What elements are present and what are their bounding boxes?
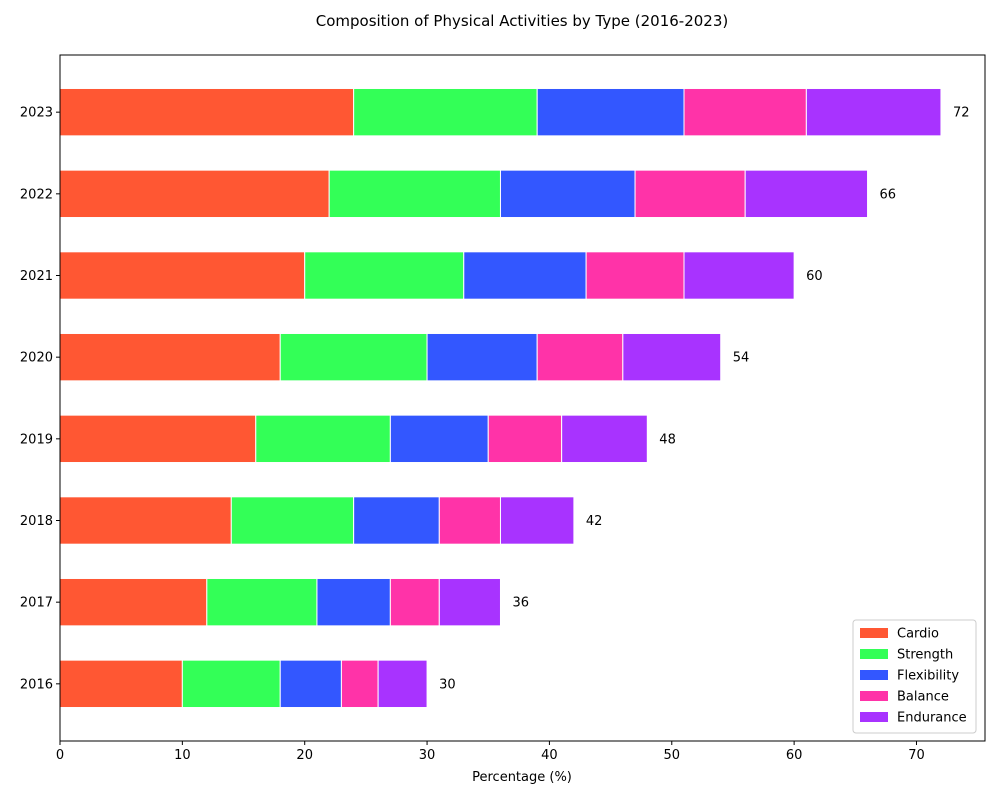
legend-label-strength: Strength <box>897 648 953 663</box>
bar-balance-2017 <box>389 577 440 627</box>
bar-cardio-2017 <box>59 577 208 627</box>
x-tick-label-0: 0 <box>56 748 64 763</box>
y-tick-label-2017: 2017 <box>20 596 53 611</box>
bar-cardio-2019 <box>59 414 257 464</box>
bar-flexibility-2020 <box>426 332 538 382</box>
total-label-2019: 48 <box>659 432 676 447</box>
bar-balance-2022 <box>634 169 746 219</box>
legend-swatch-flexibility <box>860 670 888 680</box>
bar-strength-2022 <box>328 169 501 219</box>
chart-title: Composition of Physical Activities by Ty… <box>316 12 729 30</box>
bar-balance-2020 <box>536 332 624 382</box>
bar-endurance-2023 <box>805 87 942 137</box>
x-tick-label-70: 70 <box>908 748 925 763</box>
bar-endurance-2019 <box>561 414 648 464</box>
x-axis: 0 10 20 30 40 50 60 70 <box>56 741 925 763</box>
total-label-2023: 72 <box>953 106 970 121</box>
bar-strength-2018 <box>230 496 355 545</box>
bar-flexibility-2021 <box>463 251 587 300</box>
legend-swatch-balance <box>860 691 888 701</box>
x-tick-label-20: 20 <box>296 748 313 763</box>
bar-strength-2016 <box>181 659 281 709</box>
bar-balance-2019 <box>487 414 563 464</box>
bar-endurance-2016 <box>377 659 428 709</box>
bar-cardio-2018 <box>59 496 232 545</box>
total-label-2017: 36 <box>512 596 529 611</box>
plot-frame <box>59 54 986 742</box>
bar-flexibility-2023 <box>536 87 685 137</box>
bar-cardio-2016 <box>59 659 183 709</box>
x-tick-label-30: 30 <box>419 748 436 763</box>
legend-swatch-strength <box>860 649 888 659</box>
bar-cardio-2023 <box>59 87 355 137</box>
total-labels: 30 36 42 48 54 60 66 72 <box>439 106 969 693</box>
legend-swatch-cardio <box>860 628 888 638</box>
legend-label-cardio: Cardio <box>897 627 939 642</box>
legend-label-endurance: Endurance <box>897 711 967 726</box>
bar-flexibility-2018 <box>353 496 440 545</box>
x-axis-title: Percentage (%) <box>472 770 572 785</box>
bar-strength-2023 <box>353 87 538 137</box>
y-tick-label-2021: 2021 <box>20 269 53 284</box>
total-label-2016: 30 <box>439 677 456 692</box>
bar-flexibility-2019 <box>389 414 489 464</box>
bar-endurance-2020 <box>622 332 722 382</box>
x-tick-label-40: 40 <box>541 748 558 763</box>
legend-box <box>852 619 977 734</box>
y-tick-label-2016: 2016 <box>20 677 53 692</box>
bar-cardio-2020 <box>59 332 281 382</box>
bars-layer <box>59 87 942 709</box>
y-axis: 2016 2017 2018 2019 2020 2021 2022 2023 <box>20 106 60 692</box>
x-tick-label-10: 10 <box>174 748 191 763</box>
legend-label-balance: Balance <box>897 690 949 705</box>
bar-strength-2019 <box>255 414 391 464</box>
bar-balance-2023 <box>683 87 807 137</box>
y-tick-label-2020: 2020 <box>20 351 53 366</box>
bar-flexibility-2017 <box>316 577 391 627</box>
total-label-2021: 60 <box>806 269 823 284</box>
bar-balance-2016 <box>340 659 379 709</box>
bar-cardio-2022 <box>59 169 330 219</box>
x-tick-label-60: 60 <box>786 748 803 763</box>
y-tick-label-2023: 2023 <box>20 106 53 121</box>
legend-label-flexibility: Flexibility <box>897 669 959 684</box>
total-label-2018: 42 <box>586 514 603 529</box>
bar-balance-2018 <box>438 496 501 545</box>
bar-flexibility-2022 <box>499 169 636 219</box>
bar-cardio-2021 <box>59 251 306 300</box>
legend-swatch-endurance <box>860 712 888 722</box>
x-tick-label-50: 50 <box>663 748 680 763</box>
bar-flexibility-2016 <box>279 659 342 709</box>
y-tick-label-2022: 2022 <box>20 187 53 202</box>
bar-endurance-2022 <box>744 169 869 219</box>
total-label-2020: 54 <box>733 351 750 366</box>
bar-strength-2017 <box>206 577 318 627</box>
bar-strength-2021 <box>304 251 465 300</box>
bar-strength-2020 <box>279 332 428 382</box>
bar-endurance-2018 <box>499 496 575 545</box>
bar-endurance-2017 <box>438 577 501 627</box>
total-label-2022: 66 <box>880 187 897 202</box>
y-tick-label-2019: 2019 <box>20 432 53 447</box>
y-tick-label-2018: 2018 <box>20 514 53 529</box>
bar-balance-2021 <box>585 251 685 300</box>
bar-endurance-2021 <box>683 251 795 300</box>
legend: Cardio Strength Flexibility Balance Enduranc… <box>852 619 977 734</box>
